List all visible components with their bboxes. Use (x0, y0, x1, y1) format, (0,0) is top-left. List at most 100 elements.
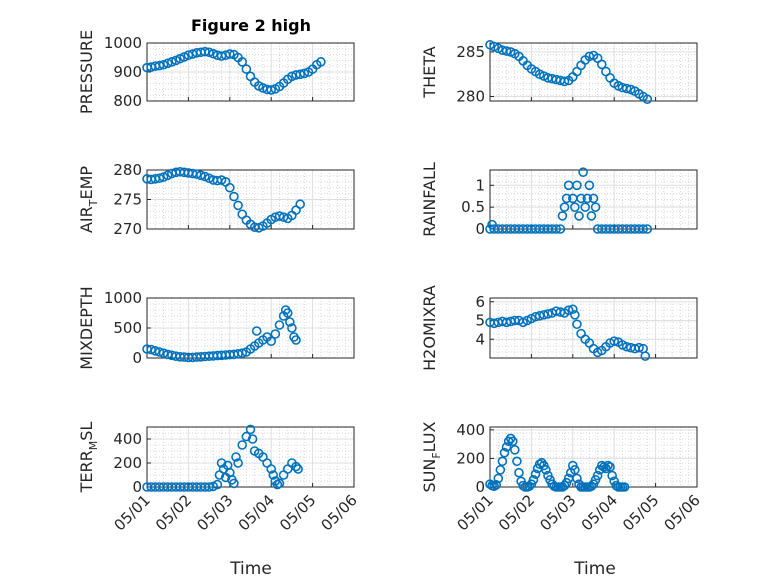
panel-6-y-tick-label: 4 (475, 330, 485, 348)
panel-4-data-point (559, 202, 570, 212)
panel-2-y-axis-label-main: THETA (420, 46, 439, 98)
panel-7-data-point (229, 478, 239, 489)
panel-8-y-axis-label: SUNFLUX (420, 421, 443, 492)
panel-7-data-point (241, 431, 252, 442)
panel-1-data-point (162, 58, 173, 69)
panel-8-data-point (501, 442, 512, 452)
panel-8-data-point (572, 473, 582, 484)
panel-8-y-tick-label: 0 (475, 478, 485, 496)
panel-2: 280 285 THETA (420, 39, 698, 106)
panel-5-data-point (287, 323, 297, 333)
panel-7-data-point (293, 464, 303, 474)
panel-7-data-point (291, 461, 301, 472)
panel-7-y-axis-label-main: TERR (77, 450, 96, 493)
panel-8-x-tick-label: 05/04 (578, 491, 621, 534)
panel-1-data-point (299, 68, 310, 79)
panel-5-data-point (274, 320, 285, 330)
figure-title: Figure 2 high (191, 16, 311, 35)
panel-8-x-tick-label: 05/06 (661, 491, 704, 534)
panel-4-data-point (580, 202, 591, 212)
panel-8-data-point (497, 456, 508, 467)
panel-4-y-tick-label: 0.5 (461, 198, 485, 216)
panel-8-x-tick-label: 05/02 (495, 491, 538, 534)
panel-3-y-axis-label: AIRTEMP (77, 166, 100, 233)
panel-8-data-point (514, 467, 524, 478)
panel-7-x-tick-label: 05/03 (193, 491, 236, 534)
panel-5-y-axis-label: MIXDEPTH (77, 286, 96, 369)
panel-7-data-point (216, 458, 227, 468)
panel-6: 456 H2OMIXRA (420, 285, 698, 371)
panel-7-data-point (212, 479, 223, 490)
panel-2-y-axis-label: THETA (420, 46, 439, 98)
panel-6-y-tick-label: 5 (475, 312, 485, 330)
panel-7-data-point (247, 434, 258, 444)
panel-4-data-point (570, 202, 580, 212)
panel-3-data-point (225, 182, 235, 193)
panel-4-y-axis-label: RAINFALL (420, 162, 439, 237)
panel-2-background (490, 43, 697, 101)
panel-1-data-point (208, 48, 219, 59)
panel-6-data-point (572, 319, 582, 330)
panel-4-data-point (578, 167, 588, 177)
panel-8-data-point (570, 465, 580, 475)
panel-1-data-point (183, 50, 194, 60)
panel-1-data-point (241, 64, 252, 74)
panel-7-x-tick-label: 05/04 (235, 491, 278, 534)
panel-6-background (490, 298, 697, 358)
panel-5-data-point (285, 317, 295, 327)
panel-6-data-point (567, 304, 578, 315)
panel-8-data-point (605, 462, 615, 472)
panel-4-y-tick-label: 1 (475, 176, 485, 194)
panel-2-data-point (642, 94, 653, 105)
panel-7-data-point (266, 464, 277, 474)
panel-8-data-point (599, 462, 609, 472)
panel-4-data-point (588, 193, 599, 204)
panel-4-data-point (638, 224, 648, 234)
panel-8-data-point (491, 480, 502, 490)
panel-5-data-point (266, 336, 277, 347)
panel-7-x-tick-label: 05/05 (276, 491, 319, 534)
panel-6-data-point (563, 305, 574, 315)
panel-2-axes-box (489, 42, 698, 102)
panel-5-y-tick-label: 0 (132, 349, 142, 367)
panel-3-data-point (229, 191, 239, 202)
panel-8-data-point (510, 445, 520, 455)
panel-1-data-point (167, 57, 177, 67)
panel-1-y-tick-label: 1000 (104, 34, 142, 52)
panel-8-y-tick-label: 200 (456, 449, 485, 467)
x-axis-label-right: Time (573, 559, 616, 579)
panel-1-data-point (295, 69, 305, 80)
panel-8-data-point (607, 470, 617, 481)
panel-7-x-tick-label: 05/06 (318, 491, 361, 534)
panel-3-y-axis-label-main: AIR (77, 206, 96, 233)
panel-5-data-point (237, 348, 248, 359)
panel-5-data-point (154, 347, 165, 357)
panel-7-data-point (237, 440, 248, 450)
panel-8-data-point (493, 473, 504, 484)
panel-1-y-tick-label: 800 (113, 92, 142, 110)
panel-6-data-point (634, 342, 644, 353)
panel-5-data-point (251, 326, 262, 336)
panel-2-data-point (621, 83, 632, 94)
panel-6-y-axis-label: H2OMIXRA (420, 285, 439, 371)
panel-1-data-point (316, 57, 326, 67)
panel-3-y-axis-label-tail: EMP (77, 166, 96, 200)
panel-3-data-point (154, 173, 165, 184)
panel-7-axes-box (146, 426, 355, 488)
panel-4-data-point (574, 211, 584, 221)
panel-2-y-tick-label: 280 (456, 88, 485, 106)
panel-4-data-point (590, 202, 601, 212)
panel-6-y-tick-label: 6 (475, 293, 485, 311)
panel-8-data-point (507, 436, 518, 447)
panel-3-y-tick-label: 270 (113, 220, 142, 238)
panel-2-data-point (559, 76, 570, 87)
panel-4-data-point (561, 193, 572, 204)
panel-1: 800 900 1000 PRESSURE (77, 30, 355, 114)
panel-8-data-point (528, 475, 539, 485)
panel-8-y-axis-label-subscript: F (430, 452, 443, 458)
